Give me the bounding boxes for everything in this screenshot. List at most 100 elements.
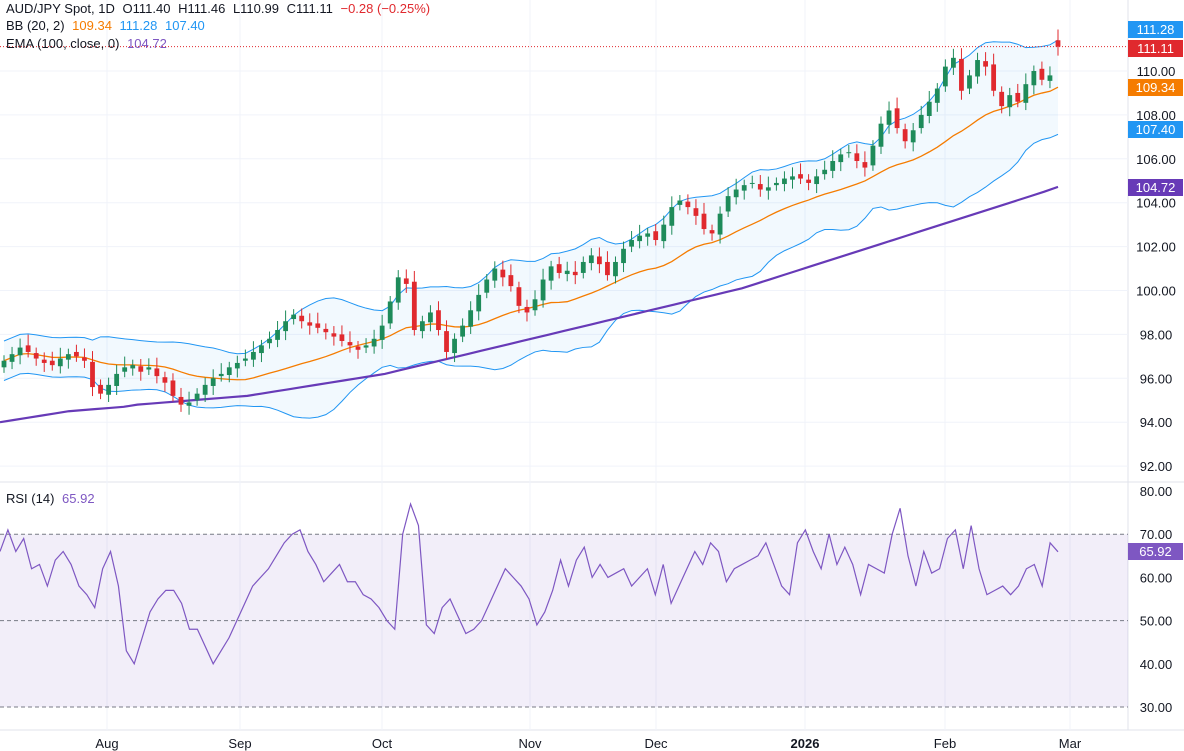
candle bbox=[460, 318, 466, 343]
candle-body bbox=[757, 184, 763, 190]
candle-body bbox=[234, 362, 240, 369]
candle bbox=[114, 364, 120, 395]
candle-body bbox=[210, 378, 216, 386]
candle bbox=[106, 377, 111, 403]
candle bbox=[926, 90, 932, 124]
candle bbox=[725, 187, 731, 217]
candle-body bbox=[57, 358, 63, 367]
candle bbox=[894, 97, 900, 134]
candle bbox=[41, 352, 47, 372]
candle-body bbox=[846, 152, 852, 154]
candle bbox=[210, 369, 216, 395]
y-tick-label: 108.00 bbox=[1136, 108, 1176, 123]
candle bbox=[379, 314, 385, 349]
candle bbox=[1031, 65, 1037, 95]
candle-body bbox=[516, 287, 522, 306]
candle-body bbox=[637, 235, 643, 242]
bb-lower-value: 107.40 bbox=[165, 18, 205, 33]
candle bbox=[637, 224, 643, 249]
candle bbox=[862, 151, 868, 177]
candle-body bbox=[259, 345, 264, 354]
candle-body bbox=[74, 351, 79, 357]
candle-body bbox=[806, 179, 811, 183]
candle-body bbox=[975, 60, 980, 77]
candle-body bbox=[1023, 84, 1029, 103]
candle bbox=[765, 176, 771, 200]
candle-body bbox=[347, 342, 353, 346]
candle bbox=[90, 351, 95, 397]
candle bbox=[661, 215, 667, 249]
candle-body bbox=[653, 231, 659, 241]
bb-label: BB (20, 2) bbox=[6, 18, 65, 33]
bollinger-band-fill bbox=[4, 40, 1058, 419]
candle bbox=[242, 349, 248, 367]
candle-body bbox=[621, 248, 626, 264]
candle bbox=[1007, 87, 1013, 117]
candle bbox=[854, 144, 860, 169]
candle-body bbox=[1047, 75, 1053, 81]
candle-body bbox=[114, 373, 120, 386]
candle bbox=[411, 270, 417, 336]
candle bbox=[218, 363, 224, 382]
candle bbox=[790, 167, 795, 189]
candle-body bbox=[492, 268, 498, 281]
candle-body bbox=[1055, 40, 1061, 47]
candle-body bbox=[299, 315, 305, 322]
candle-body bbox=[983, 61, 988, 67]
candle bbox=[251, 341, 256, 367]
candle bbox=[910, 123, 916, 152]
bb-mid-tag: 109.34 bbox=[1128, 79, 1183, 96]
candle bbox=[49, 351, 55, 371]
x-tick-label: Sep bbox=[228, 736, 251, 751]
y-tick-label: 98.00 bbox=[1140, 327, 1173, 342]
candle bbox=[476, 284, 482, 321]
axis-labels: Aug Sep Oct Nov Dec 2026 Feb Mar 110.00 108.00 106… bbox=[95, 64, 1175, 751]
candle-body bbox=[918, 114, 924, 129]
change-value: −0.28 (−0.25%) bbox=[340, 1, 431, 16]
candle bbox=[975, 52, 980, 84]
x-tick-label: 2026 bbox=[791, 736, 820, 751]
last-price-tag: 111.11 bbox=[1128, 40, 1183, 57]
candle-body bbox=[1, 360, 7, 368]
candle-body bbox=[500, 269, 506, 278]
ema-legend: EMA (100, close, 0) 104.72 bbox=[6, 36, 171, 51]
candle bbox=[202, 377, 208, 403]
candle-body bbox=[838, 154, 844, 163]
candle bbox=[1055, 29, 1061, 56]
candle bbox=[709, 224, 715, 241]
open-value: O111.40 bbox=[122, 1, 171, 16]
y-tick-label: 102.00 bbox=[1136, 240, 1176, 255]
candle-body bbox=[82, 357, 87, 361]
candle-body bbox=[564, 270, 570, 275]
candle-body bbox=[765, 187, 771, 191]
x-tick-label: Dec bbox=[644, 736, 668, 751]
candle-body bbox=[419, 321, 425, 332]
candle bbox=[951, 48, 956, 75]
candle bbox=[532, 290, 538, 316]
candle-body bbox=[9, 354, 15, 362]
high-value: H111.46 bbox=[178, 1, 226, 16]
candle bbox=[605, 251, 610, 281]
candle-body bbox=[709, 230, 715, 234]
candle-body bbox=[725, 196, 731, 212]
candle-body bbox=[717, 213, 723, 235]
ema-label: EMA (100, close, 0) bbox=[6, 36, 120, 51]
rsi-tick-label: 70.00 bbox=[1140, 527, 1173, 542]
candle-body bbox=[967, 75, 972, 89]
candle bbox=[57, 347, 63, 374]
candle-body bbox=[251, 351, 256, 360]
candle bbox=[886, 101, 892, 134]
candle bbox=[226, 361, 232, 383]
candle bbox=[572, 261, 578, 285]
candle-body bbox=[701, 213, 707, 230]
candle bbox=[403, 269, 409, 293]
candle-body bbox=[275, 330, 280, 340]
candle bbox=[444, 320, 449, 360]
candle bbox=[999, 86, 1005, 114]
candle-body bbox=[1039, 68, 1045, 80]
candle-body bbox=[90, 361, 95, 388]
y-tick-label: 106.00 bbox=[1136, 152, 1176, 167]
candle bbox=[283, 310, 289, 341]
low-value: L110.99 bbox=[232, 1, 279, 16]
candle bbox=[1023, 73, 1029, 111]
